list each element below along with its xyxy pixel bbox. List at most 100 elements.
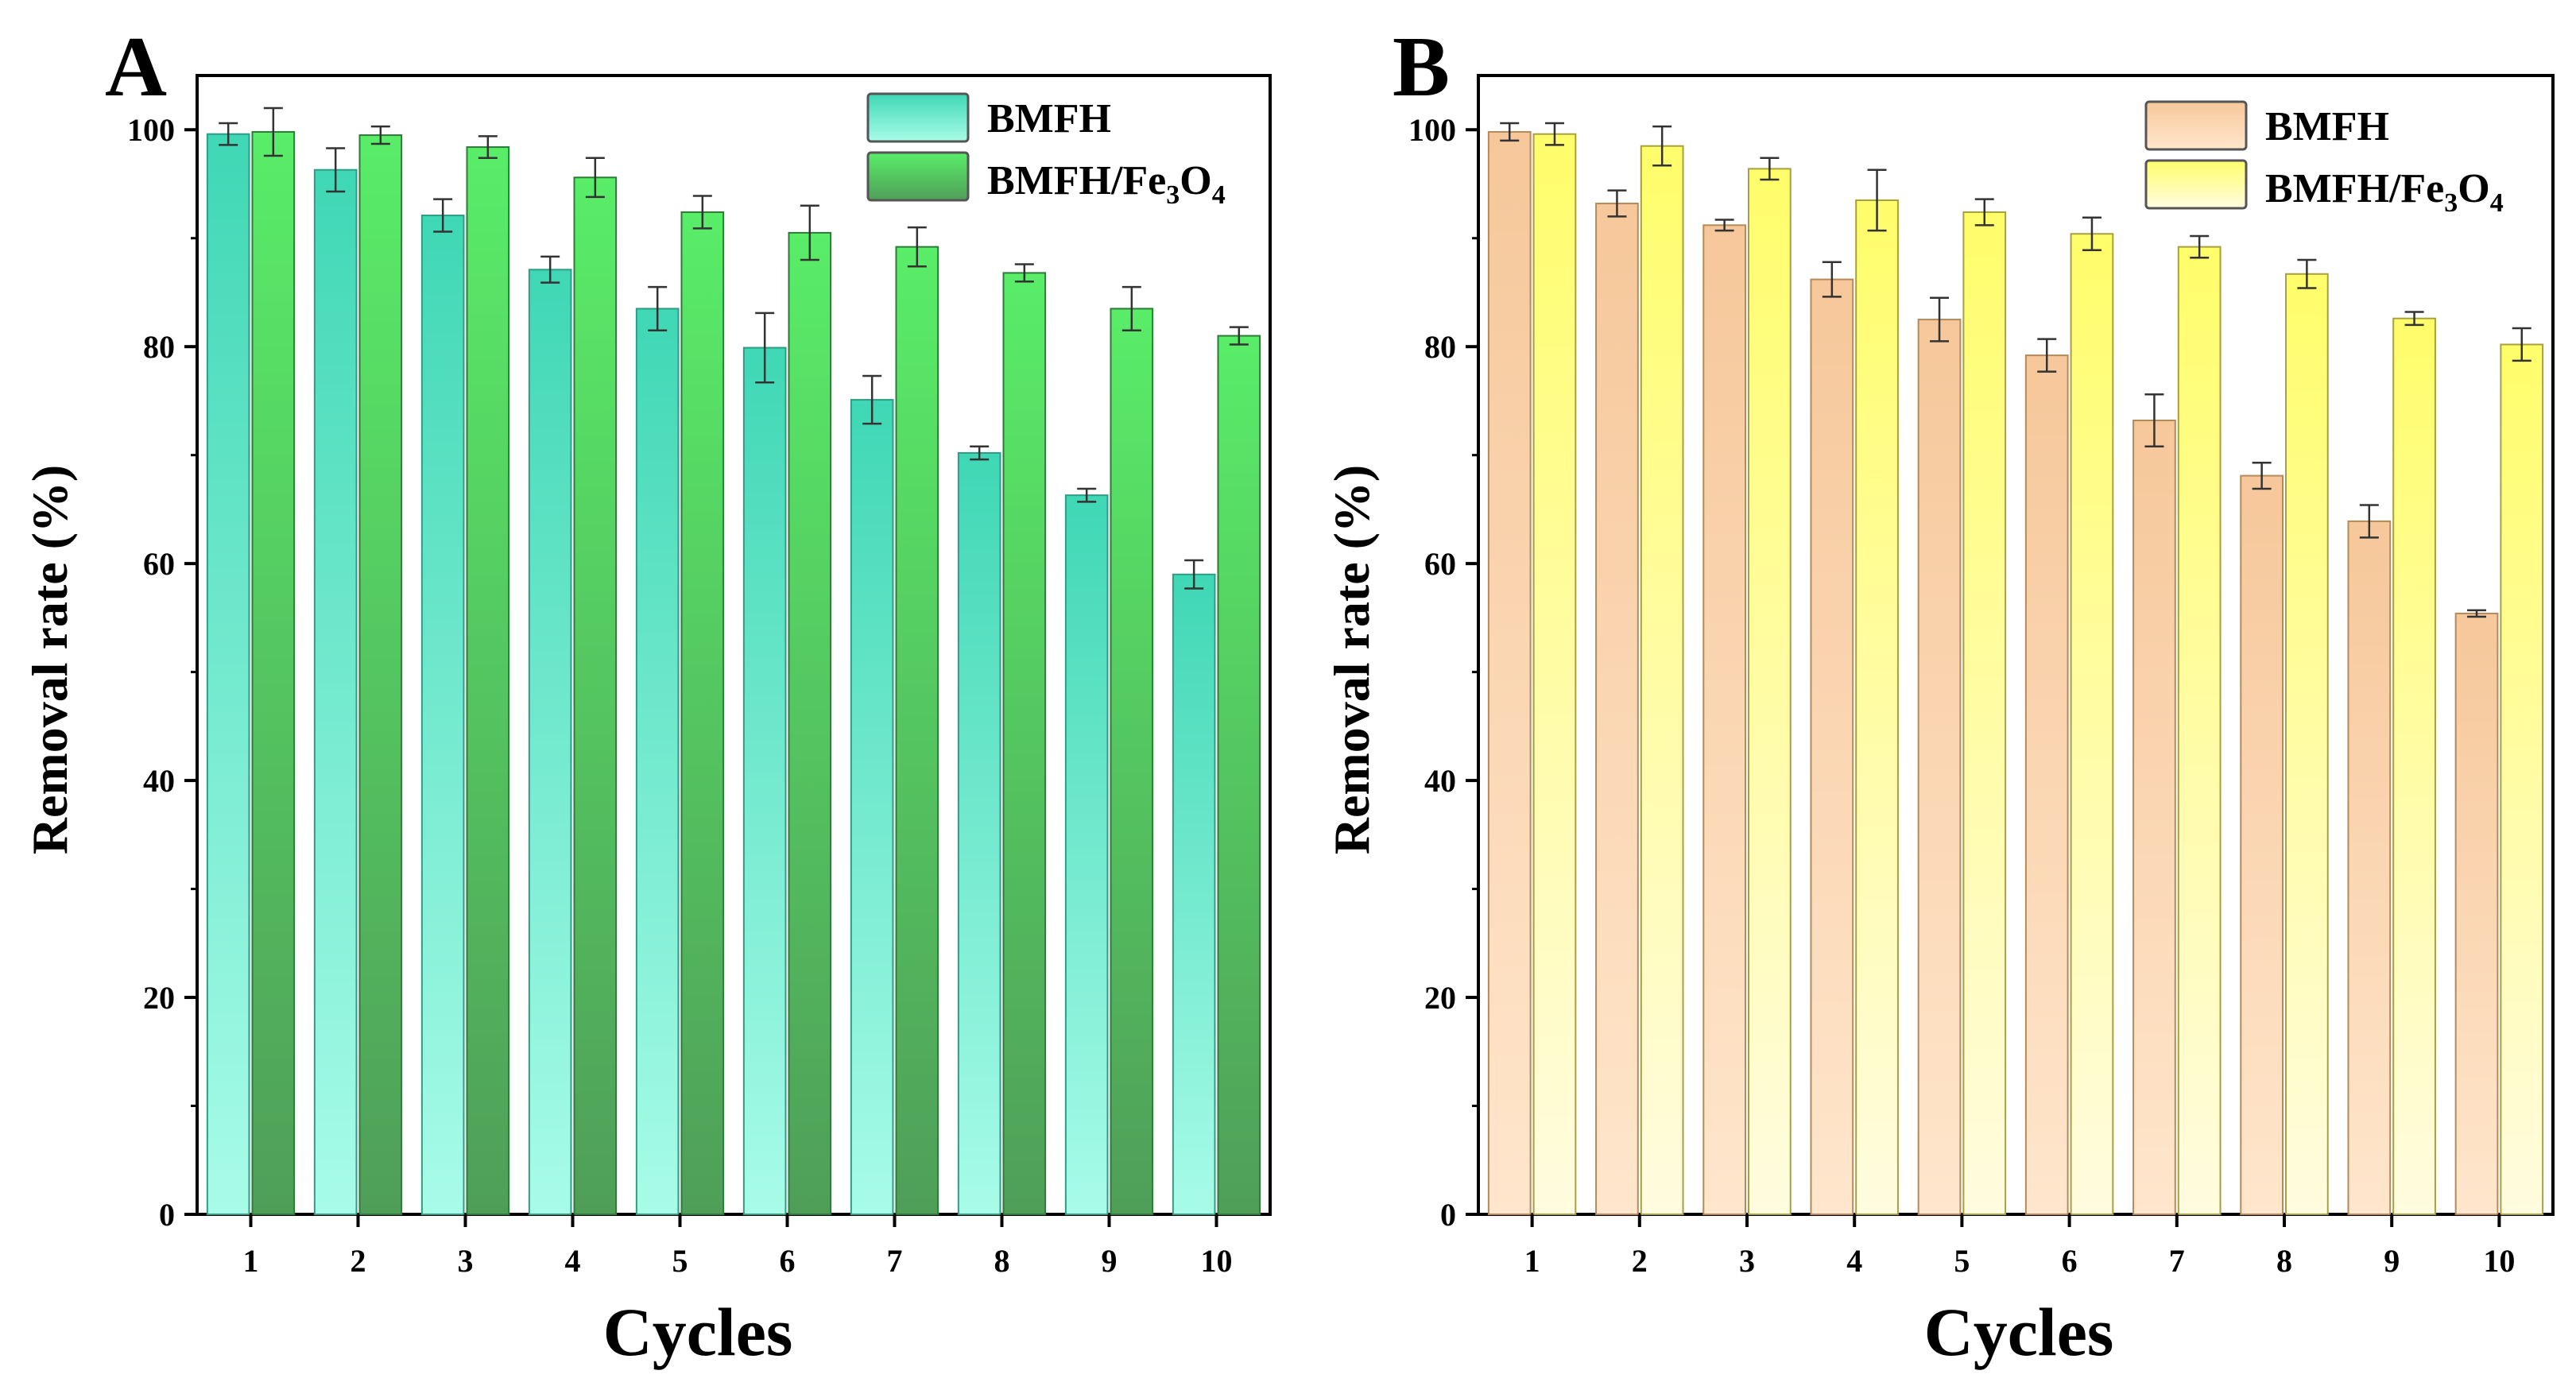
y-tick-label: 20 [1424, 980, 1456, 1016]
bar-series-2 [573, 176, 618, 1216]
error-bar [648, 285, 668, 331]
bar-series-2 [2392, 317, 2436, 1215]
bar-series-2 [358, 134, 403, 1216]
bar-series-2 [2500, 343, 2544, 1215]
x-tick-label: 10 [2483, 1243, 2515, 1279]
error-bar [2359, 504, 2379, 539]
x-tick-label: 6 [2062, 1243, 2078, 1279]
error-bar [2037, 338, 2057, 373]
bar-series-2 [1110, 308, 1154, 1215]
bar-series-2 [1640, 145, 1684, 1216]
error-bar [219, 122, 238, 146]
x-tick-label: 4 [565, 1243, 581, 1279]
bar-series-2 [1002, 272, 1047, 1215]
bar-series-1 [1702, 224, 1746, 1215]
legend-swatch-series-2 [2144, 159, 2248, 210]
bar-series-2 [895, 246, 939, 1216]
legend-label-subscript: 3 [2444, 188, 2458, 218]
y-tick-label: 80 [1424, 329, 1456, 365]
x-tick-label: 2 [1632, 1243, 1648, 1279]
error-bar [326, 147, 346, 193]
x-tick-label: 3 [458, 1243, 474, 1279]
bar-series-1 [742, 346, 787, 1215]
y-tick-label: 40 [143, 763, 175, 799]
y-tick-label: 40 [1424, 763, 1456, 799]
plot-area: 0 20 40 60 80 100 1 2 3 4 5 6 7 8 9 10 [1408, 74, 2555, 1279]
legend-label-subscript: 3 [1166, 180, 1180, 210]
bar-series-2 [2285, 273, 2329, 1215]
x-tick-label: 4 [1846, 1243, 1862, 1279]
bar-series-2 [251, 130, 296, 1215]
bar-series-2 [2070, 233, 2114, 1215]
error-bar [1760, 157, 1780, 181]
bar-series-1 [2240, 474, 2284, 1215]
error-bar [2404, 311, 2424, 327]
error-bar [1974, 198, 1994, 226]
error-bar [692, 195, 712, 230]
x-tick-label: 8 [994, 1243, 1010, 1279]
y-tick-label: 100 [1408, 112, 1456, 148]
legend-label-main: BMFH/Fe [2265, 166, 2444, 211]
panel-b: B Removal rate (%) Cycles 0 20 40 60 80 100 1 2… [1323, 20, 2555, 1370]
y-tick-label: 20 [143, 980, 175, 1016]
bar-series-1 [1917, 319, 1962, 1216]
legend-label-main: BMFH/Fe [987, 158, 1166, 203]
bar-series-2 [466, 146, 510, 1215]
legend-swatch-series-1 [866, 92, 970, 143]
x-tick-label: 7 [2169, 1243, 2185, 1279]
error-bar [1229, 326, 1249, 346]
error-bar [2190, 234, 2210, 259]
x-axis-title: Cycles [1924, 1294, 2114, 1370]
error-bar [862, 374, 882, 425]
legend-label-series-1: BMFH [2265, 104, 2389, 149]
error-bar [2144, 393, 2164, 447]
bar-series-2 [1962, 211, 2007, 1216]
legend-label-subscript: 4 [1212, 180, 1226, 210]
plot-area: 0 20 40 60 80 100 1 2 3 4 5 6 7 8 9 10 [127, 74, 1272, 1279]
error-bar [2467, 609, 2487, 618]
error-bar [1121, 285, 1141, 331]
legend: BMFH BMFH/Fe3O4 [866, 92, 1226, 210]
panel-letter: B [1393, 20, 1450, 114]
error-bar [1077, 487, 1097, 503]
error-bar [907, 226, 927, 268]
error-bar [755, 312, 775, 384]
error-bar [1714, 219, 1734, 232]
y-tick-label: 60 [143, 546, 175, 582]
legend: BMFH BMFH/Fe3O4 [2144, 100, 2504, 218]
error-bar [1014, 263, 1034, 283]
bar-series-1 [2132, 419, 2176, 1215]
legend-label-series-2: BMFH/Fe3O4 [987, 158, 1226, 210]
y-axis-title: Removal rate (%) [21, 465, 78, 854]
legend-label-oxygen: O [1180, 158, 1211, 203]
bar-series-1 [1064, 494, 1109, 1215]
legend-label-oxygen: O [2458, 166, 2489, 211]
error-bar [1930, 296, 1950, 343]
x-tick-label: 1 [1524, 1243, 1540, 1279]
error-bar [263, 106, 283, 157]
x-tick-label: 10 [1201, 1243, 1233, 1279]
legend-label-subscript: 4 [2490, 188, 2504, 218]
y-tick-label: 0 [159, 1197, 175, 1233]
error-bar [2512, 327, 2531, 362]
x-tick-label: 6 [780, 1243, 796, 1279]
x-tick-label: 2 [351, 1243, 366, 1279]
x-tick-label: 9 [1102, 1243, 1118, 1279]
y-tick-label: 80 [143, 329, 175, 365]
bar-series-1 [1487, 130, 1532, 1215]
error-bar [478, 135, 498, 159]
error-bar [1544, 122, 1564, 146]
x-tick-label: 3 [1739, 1243, 1755, 1279]
bar-series-1 [2024, 354, 2069, 1216]
bar-series-1 [420, 215, 465, 1215]
bar-series-1 [957, 451, 1001, 1215]
error-bar [2082, 216, 2101, 251]
panel-letter: A [105, 20, 167, 114]
error-bar [1500, 122, 1520, 142]
error-bar [433, 198, 453, 233]
error-bar [2297, 258, 2317, 289]
x-tick-label: 9 [2384, 1243, 2400, 1279]
error-bar [540, 255, 560, 284]
bar-series-2 [788, 231, 832, 1215]
error-bar [585, 157, 605, 199]
